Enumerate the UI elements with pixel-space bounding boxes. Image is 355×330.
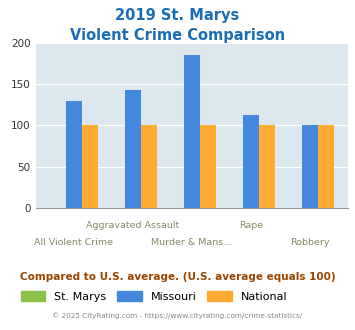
Bar (318, 125, 334, 208)
Bar (302, 125, 318, 208)
Bar (200, 125, 215, 208)
Text: Compared to U.S. average. (U.S. average equals 100): Compared to U.S. average. (U.S. average … (20, 272, 335, 282)
Text: Robbery: Robbery (290, 238, 329, 247)
Bar (125, 90, 141, 208)
Text: 2019 St. Marys: 2019 St. Marys (115, 8, 240, 23)
Text: All Violent Crime: All Violent Crime (34, 238, 113, 247)
Legend: St. Marys, Missouri, National: St. Marys, Missouri, National (16, 286, 292, 306)
Bar (66, 101, 82, 208)
Text: © 2025 CityRating.com - https://www.cityrating.com/crime-statistics/: © 2025 CityRating.com - https://www.city… (53, 312, 302, 318)
Text: Rape: Rape (239, 221, 263, 230)
Bar (184, 55, 200, 208)
Text: Violent Crime Comparison: Violent Crime Comparison (70, 28, 285, 43)
Bar (82, 125, 98, 208)
Text: Murder & Mans...: Murder & Mans... (151, 238, 232, 247)
Bar (141, 125, 157, 208)
Bar (243, 115, 259, 208)
Bar (259, 125, 275, 208)
Text: Aggravated Assault: Aggravated Assault (86, 221, 179, 230)
